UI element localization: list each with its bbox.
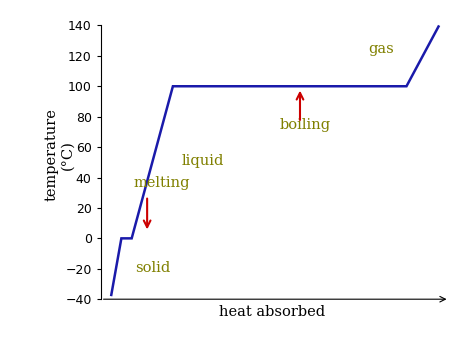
- Text: melting: melting: [133, 176, 190, 190]
- Text: liquid: liquid: [181, 154, 224, 168]
- X-axis label: heat absorbed: heat absorbed: [219, 305, 326, 319]
- Text: boiling: boiling: [279, 118, 331, 132]
- Text: gas: gas: [369, 42, 394, 56]
- Text: solid: solid: [135, 261, 170, 275]
- Y-axis label: temperature
(°C): temperature (°C): [45, 108, 75, 201]
